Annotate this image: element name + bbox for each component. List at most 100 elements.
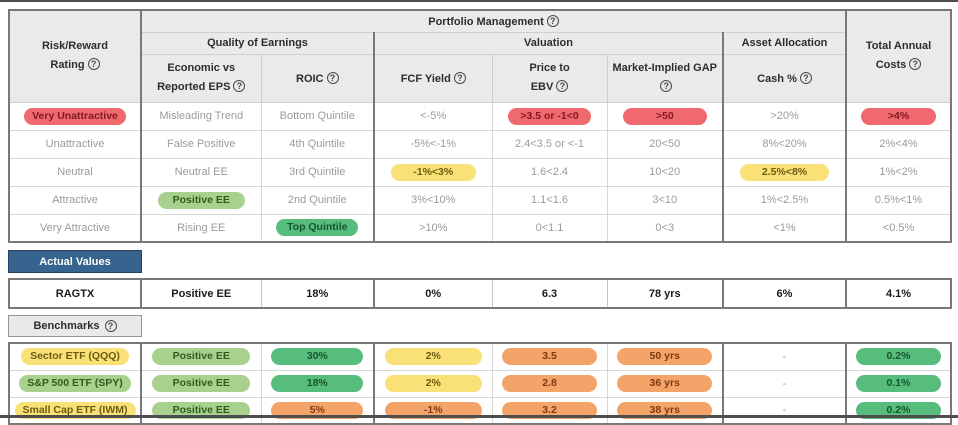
help-icon[interactable]: ? <box>326 71 339 84</box>
table-row-ragtx: RAGTX Positive EE 18% 0% 6.3 78 yrs 6% 4… <box>8 278 952 309</box>
gap-cell: 50 yrs <box>606 342 724 371</box>
help-icon[interactable]: ? <box>799 71 812 84</box>
table-row-spy: S&P 500 ETF (SPY) Positive EE 18% 2% 2.8… <box>8 369 952 398</box>
rating-matrix-table: Risk/Reward Rating? Portfolio Management… <box>8 9 953 243</box>
eps-cell: Positive EE <box>140 278 262 309</box>
gap-badge: 38 yrs <box>617 401 713 419</box>
fund-ticker-cell: RAGTX <box>8 278 142 309</box>
pebv-cell: 6.3 <box>491 278 608 309</box>
costs-cell: >4% <box>845 101 952 131</box>
roic-cell: 3rd Quintile <box>260 157 375 187</box>
fcf-badge: 2% <box>384 375 482 392</box>
pebv-cell: >3.5 or -1<0 <box>491 101 608 131</box>
costs-cell: 1%<2% <box>845 157 952 187</box>
costs-cell: 0.5%<1% <box>845 185 952 215</box>
roic-cell: Top Quintile <box>260 213 375 243</box>
cash-cell: - <box>722 396 847 425</box>
rating-cell: Unattractive <box>8 129 142 159</box>
fcf-badge: 2% <box>384 348 482 366</box>
costs-badge: 0.1% <box>855 375 942 392</box>
risk-reward-label-line2: Rating <box>50 59 85 72</box>
eps-cell: Positive EE <box>140 369 262 398</box>
pebv-cell: 2.4<3.5 or <-1 <box>491 129 608 159</box>
fcf-cell: -5%<-1% <box>373 129 493 159</box>
cash-cell: 1%<2.5% <box>722 185 848 215</box>
cash-cell: - <box>722 342 847 371</box>
eps-cell: Misleading Trend <box>140 101 262 131</box>
actual-values-table: RAGTX Positive EE 18% 0% 6.3 78 yrs 6% 4… <box>8 278 952 309</box>
rating-figure: Risk/Reward Rating? Portfolio Management… <box>8 9 953 425</box>
roic-cell: 2nd Quintile <box>260 185 375 215</box>
help-icon[interactable]: ? <box>453 71 466 84</box>
help-icon[interactable]: ? <box>546 14 559 27</box>
costs-badge: >4% <box>860 107 937 125</box>
column-header-total-annual-costs: Total Annual Costs? <box>845 9 952 103</box>
cash-cell: <1% <box>722 213 848 243</box>
roic-cell: 30% <box>260 342 375 371</box>
costs-badge: 0.2% <box>855 401 942 419</box>
column-header-eps: Economic vs Reported EPS? <box>140 53 262 103</box>
eps-badge: Positive EE <box>157 191 245 209</box>
group-header-asset-allocation: Asset Allocation <box>722 31 848 55</box>
rating-cell: Very Attractive <box>8 213 142 243</box>
table-row-qqq: Sector ETF (QQQ) Positive EE 30% 2% 3.5 … <box>8 342 952 371</box>
group-header-valuation: Valuation <box>373 31 724 55</box>
total-costs-label-line2: Costs <box>875 59 907 72</box>
eps-label-line1: Economic vs <box>167 62 236 74</box>
fcf-cell: 0% <box>373 278 493 309</box>
eps-cell: Positive EE <box>140 396 262 425</box>
eps-label-line2: Reported EPS <box>157 81 231 93</box>
roic-cell: 18% <box>260 278 375 309</box>
gap-badge: 50 yrs <box>617 348 713 366</box>
eps-cell: Neutral EE <box>140 157 262 187</box>
pebv-badge: 3.2 <box>502 401 597 419</box>
roic-cell: Bottom Quintile <box>260 101 375 131</box>
benchmarks-label: Benchmarks <box>33 320 100 332</box>
group-header-quality-of-earnings: Quality of Earnings <box>140 31 375 55</box>
benchmarks-table: Sector ETF (QQQ) Positive EE 30% 2% 3.5 … <box>8 342 952 425</box>
roic-badge: 30% <box>271 348 364 366</box>
help-icon[interactable]: ? <box>104 320 117 332</box>
table-row-unattractive: Unattractive False Positive 4th Quintile… <box>8 129 952 159</box>
costs-badge: 0.2% <box>855 348 942 366</box>
table-row-iwm: Small Cap ETF (IWM) Positive EE 5% -1% 3… <box>8 396 952 425</box>
eps-cell: False Positive <box>140 129 262 159</box>
fcf-cell: <-5% <box>373 101 493 131</box>
actual-values-label: Actual Values <box>39 255 111 268</box>
pebv-cell: 1.1<1.6 <box>491 185 608 215</box>
price-to-ebv-label-line2: EBV <box>530 81 554 93</box>
help-icon[interactable]: ? <box>233 80 246 92</box>
table-row-very-unattractive: Very Unattractive Misleading Trend Botto… <box>8 101 952 131</box>
pebv-cell: 1.6<2.4 <box>491 157 608 187</box>
gap-cell: 78 yrs <box>606 278 724 309</box>
table-row-neutral: Neutral Neutral EE 3rd Quintile -1%<3% 1… <box>8 157 952 187</box>
fcf-yield-label: FCF Yield <box>400 72 451 85</box>
fcf-badge: -1% <box>384 401 482 419</box>
benchmark-name-badge: Sector ETF (QQQ) <box>20 348 130 366</box>
roic-cell: 18% <box>260 369 375 398</box>
cash-cell: - <box>722 369 847 398</box>
eps-badge: Positive EE <box>152 348 251 366</box>
fcf-cell: 2% <box>373 342 493 371</box>
gap-cell: 0<3 <box>606 213 724 243</box>
cash-pct-label: Cash % <box>757 72 797 85</box>
help-icon[interactable]: ? <box>660 80 673 92</box>
benchmark-name-cell: Sector ETF (QQQ) <box>8 342 142 371</box>
column-header-market-implied-gap: Market-Implied GAP ? <box>606 53 724 103</box>
actual-values-header: Actual Values <box>8 250 142 273</box>
benchmark-name-badge: S&P 500 ETF (SPY) <box>19 375 131 392</box>
price-to-ebv-label-line1: Price to <box>529 62 570 74</box>
fcf-badge: -1%<3% <box>390 163 476 181</box>
help-icon[interactable]: ? <box>909 58 922 71</box>
risk-reward-label-line1: Risk/Reward <box>41 40 109 53</box>
column-header-cash-pct: Cash %? <box>722 53 848 103</box>
cash-cell: 6% <box>722 278 847 309</box>
pebv-cell: 3.5 <box>491 342 608 371</box>
help-icon[interactable]: ? <box>556 80 569 92</box>
pebv-cell: 3.2 <box>491 396 608 425</box>
fcf-cell: -1% <box>373 396 493 425</box>
portfolio-management-banner: Portfolio Management? <box>140 9 848 33</box>
top-divider <box>0 0 958 2</box>
help-icon[interactable]: ? <box>87 58 100 71</box>
eps-cell: Positive EE <box>140 185 262 215</box>
